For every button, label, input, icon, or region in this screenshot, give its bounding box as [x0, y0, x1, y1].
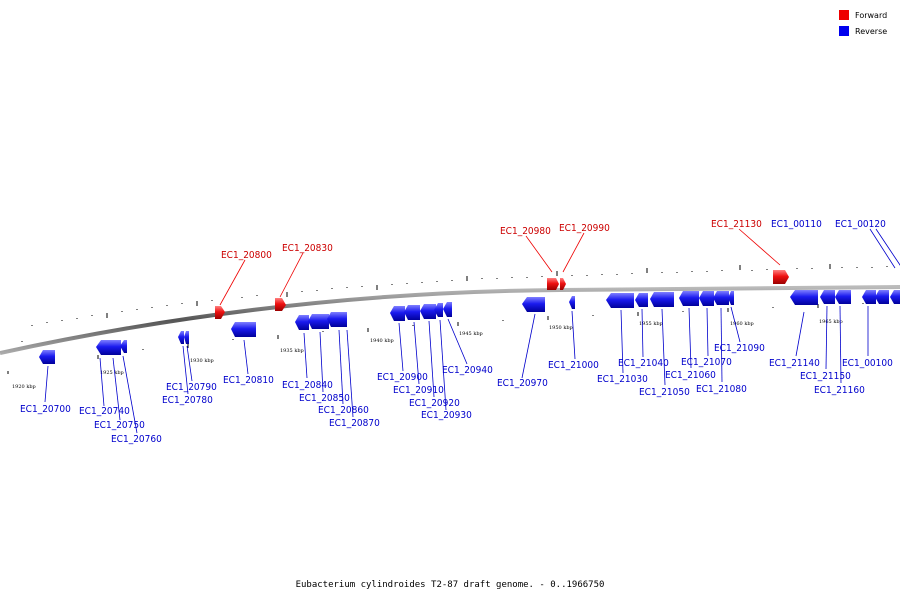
forward-genes — [215, 270, 789, 319]
reverse-gene-arrow[interactable] — [120, 340, 127, 353]
reverse-gene-arrow[interactable] — [790, 290, 818, 305]
reverse-gene-arrow[interactable] — [679, 291, 699, 306]
gene-label[interactable]: EC1_20910 — [393, 385, 444, 396]
forward-gene-arrow[interactable] — [215, 306, 225, 319]
kbp-marker: 1945 kbp — [459, 331, 483, 337]
reverse-gene-arrow[interactable] — [862, 290, 876, 304]
gene-label[interactable]: EC1_20990 — [559, 223, 610, 234]
reverse-gene-arrow[interactable] — [178, 331, 184, 344]
inner-scale-ticks — [7, 303, 864, 374]
gene-label[interactable]: EC1_20920 — [409, 398, 460, 409]
reverse-gene-arrow[interactable] — [569, 296, 575, 309]
gene-label[interactable]: EC1_20850 — [299, 393, 350, 404]
kbp-marker: 1920 kbp — [12, 384, 36, 390]
reverse-gene-arrow[interactable] — [96, 340, 121, 355]
reverse-gene-arrow[interactable] — [522, 297, 545, 312]
reverse-gene-arrow[interactable] — [39, 350, 55, 364]
reverse-gene-labels: EC1_20700 EC1_20740 EC1_20750 EC1_20760 … — [20, 219, 893, 445]
forward-gene-arrow[interactable] — [275, 298, 286, 311]
forward-gene-arrow[interactable] — [560, 278, 566, 290]
reverse-gene-arrow[interactable] — [327, 312, 347, 327]
gene-label[interactable]: EC1_21060 — [665, 370, 716, 381]
gene-label[interactable]: EC1_21030 — [597, 374, 648, 385]
reverse-gene-arrow[interactable] — [308, 314, 329, 329]
reverse-gene-arrow[interactable] — [728, 291, 734, 305]
reverse-gene-arrow[interactable] — [650, 292, 674, 307]
legend-reverse-label: Reverse — [855, 27, 887, 36]
reverse-swatch — [839, 26, 849, 36]
forward-swatch — [839, 10, 849, 20]
gene-label[interactable]: EC1_20800 — [221, 250, 272, 261]
kbp-marker: 1925 kbp — [100, 370, 124, 376]
reverse-gene-arrow[interactable] — [443, 302, 452, 317]
reverse-gene-arrow[interactable] — [713, 291, 729, 305]
legend-forward-label: Forward — [855, 11, 887, 20]
gene-label[interactable]: EC1_20840 — [282, 380, 333, 391]
reverse-gene-arrow[interactable] — [434, 303, 443, 317]
reverse-gene-arrow[interactable] — [404, 305, 420, 320]
reverse-gene-arrow[interactable] — [835, 290, 851, 304]
legend: Forward Reverse — [839, 10, 887, 36]
kbp-marker: 1940 kbp — [370, 338, 394, 344]
reverse-gene-arrow[interactable] — [295, 315, 309, 330]
gene-label[interactable]: EC1_21070 — [681, 357, 732, 368]
gene-label[interactable]: EC1_20970 — [497, 378, 548, 389]
gene-label[interactable]: EC1_20980 — [500, 226, 551, 237]
gene-label[interactable]: EC1_00120 — [835, 219, 886, 230]
gene-label[interactable]: EC1_20900 — [377, 372, 428, 383]
gene-label[interactable]: EC1_20780 — [162, 395, 213, 406]
reverse-gene-arrow[interactable] — [606, 293, 634, 308]
reverse-gene-arrow[interactable] — [390, 306, 405, 321]
reverse-leader-lines — [44, 228, 900, 434]
gene-label[interactable]: EC1_20870 — [329, 418, 380, 429]
gene-label[interactable]: EC1_20830 — [282, 243, 333, 254]
reverse-gene-arrow[interactable] — [875, 290, 889, 304]
reverse-gene-arrow[interactable] — [231, 322, 256, 337]
gene-label[interactable]: EC1_21090 — [714, 343, 765, 354]
kbp-marker: 1960 kbp — [730, 321, 754, 327]
gene-label[interactable]: EC1_20760 — [111, 434, 162, 445]
forward-leader-lines — [219, 228, 781, 306]
reverse-gene-arrow[interactable] — [820, 290, 835, 304]
gene-label[interactable]: EC1_21080 — [696, 384, 747, 395]
gene-label[interactable]: EC1_20700 — [20, 404, 71, 415]
gene-label[interactable]: EC1_21040 — [618, 358, 669, 369]
gene-label[interactable]: EC1_21000 — [548, 360, 599, 371]
gene-label[interactable]: EC1_00100 — [842, 358, 893, 369]
gene-label[interactable]: EC1_21150 — [800, 371, 851, 382]
figure-caption: Eubacterium cylindroides T2-87 draft gen… — [296, 580, 605, 590]
reverse-gene-arrow[interactable] — [184, 331, 189, 344]
reverse-gene-arrow[interactable] — [699, 291, 714, 306]
gene-label[interactable]: EC1_20940 — [442, 365, 493, 376]
kbp-marker: 1955 kbp — [639, 321, 663, 327]
reverse-gene-arrow[interactable] — [890, 290, 900, 304]
gene-label[interactable]: EC1_21140 — [769, 358, 820, 369]
gene-label[interactable]: EC1_20750 — [94, 420, 145, 431]
gene-label[interactable]: EC1_20810 — [223, 375, 274, 386]
kbp-markers: 1920 kbp 1925 kbp 1930 kbp 1935 kbp 1940… — [12, 319, 843, 390]
kbp-marker: 1950 kbp — [549, 325, 573, 331]
gene-label[interactable]: EC1_20740 — [79, 406, 130, 417]
outer-scale-ticks — [21, 264, 888, 342]
forward-gene-labels: EC1_20800 EC1_20830 EC1_20980 EC1_20990 … — [221, 219, 762, 261]
genome-backbone — [0, 285, 900, 355]
kbp-marker: 1930 kbp — [190, 358, 214, 364]
reverse-gene-arrow[interactable] — [635, 293, 648, 307]
gene-label[interactable]: EC1_20860 — [318, 405, 369, 416]
forward-gene-arrow[interactable] — [773, 270, 789, 284]
gene-label[interactable]: EC1_21160 — [814, 385, 865, 396]
gene-label[interactable]: EC1_00110 — [771, 219, 822, 230]
gene-label[interactable]: EC1_21130 — [711, 219, 762, 230]
gene-label[interactable]: EC1_21050 — [639, 387, 690, 398]
reverse-gene-arrow[interactable] — [420, 304, 436, 319]
kbp-marker: 1965 kbp — [819, 319, 843, 325]
kbp-marker: 1935 kbp — [280, 348, 304, 354]
forward-gene-arrow[interactable] — [547, 278, 559, 290]
reverse-genes — [39, 290, 900, 364]
gene-label[interactable]: EC1_20790 — [166, 382, 217, 393]
gene-label[interactable]: EC1_20930 — [421, 410, 472, 421]
